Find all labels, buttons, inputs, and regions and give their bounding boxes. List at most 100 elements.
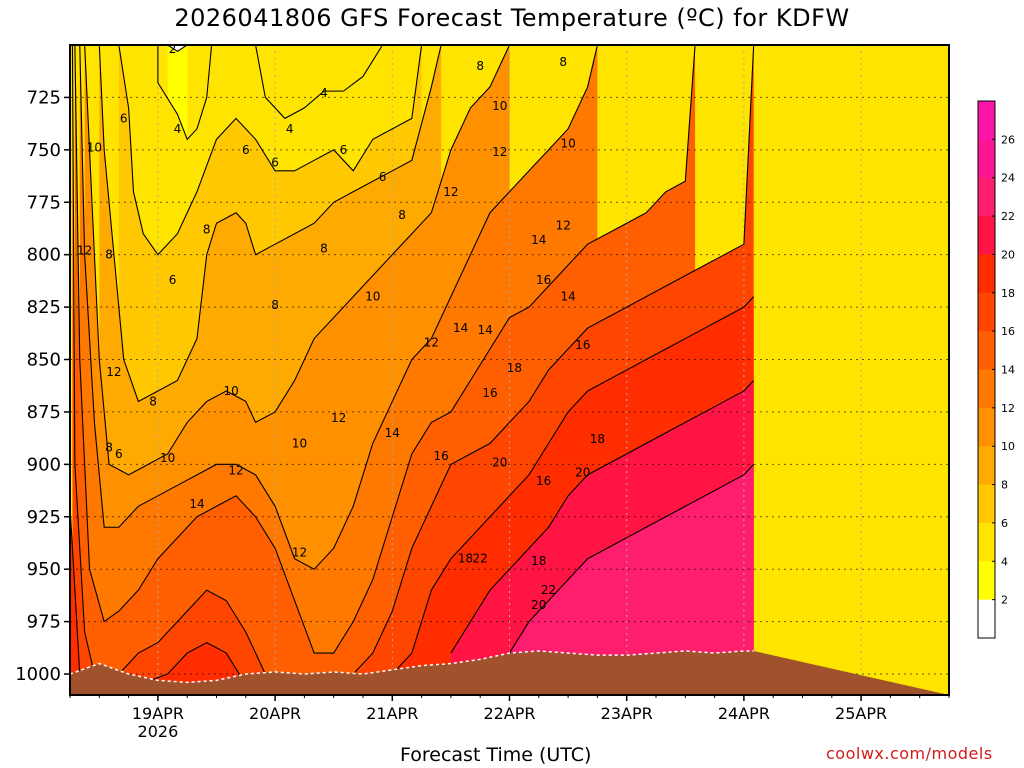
- ground-surface: [70, 650, 949, 695]
- y-tick-label: 975: [27, 612, 61, 633]
- colorbar-tick-label: 4: [1001, 555, 1008, 568]
- y-tick-label: 725: [27, 87, 61, 108]
- y-tick-label: 800: [27, 245, 61, 266]
- contour-6: [118, 45, 423, 256]
- contour-4: [157, 45, 213, 141]
- contour-label: 10: [560, 137, 575, 151]
- contour-label: 2: [169, 42, 177, 56]
- contour-10: [84, 45, 510, 476]
- temperature-fill-bands: [70, 45, 949, 695]
- x-axis-label: Forecast Time (UTC): [400, 744, 592, 766]
- contour-label: 14: [453, 321, 468, 335]
- colorbar-tick-label: 12: [1001, 402, 1015, 415]
- y-tick-label: 825: [27, 297, 61, 318]
- contour-label: 4: [286, 122, 294, 136]
- contour-label: 14: [560, 290, 575, 304]
- colorbar-swatch: [978, 599, 995, 639]
- colorbar-swatch: [978, 101, 995, 140]
- contour-label: 8: [105, 441, 113, 455]
- axes: 725 750 775 800 825 850 875 900 925 950 975 1000 19A…: [15, 44, 950, 741]
- colorbar-swatch: [978, 446, 995, 486]
- colorbar-swatch: [978, 292, 995, 332]
- contour-label: 12: [77, 243, 92, 257]
- contour-label: 12: [424, 336, 439, 350]
- contour-label: 6: [120, 111, 128, 125]
- colorbar-swatch: [978, 177, 995, 217]
- colorbar-swatch: [978, 216, 995, 255]
- colorbar-swatch: [978, 331, 995, 370]
- x-tick-label: 24APR: [718, 704, 770, 723]
- credit-text: coolwx.com/models: [826, 744, 993, 763]
- colorbar-swatch: [978, 139, 995, 179]
- colorbar-tick-label: 24: [1001, 172, 1015, 185]
- contour-label: 16: [482, 386, 497, 400]
- contour-label: 10: [224, 384, 239, 398]
- contour-label: 8: [203, 223, 211, 237]
- colorbar-swatch: [978, 254, 995, 294]
- contour-label: 8: [559, 55, 567, 69]
- contour-label: 12: [556, 218, 571, 232]
- contour-2: [167, 45, 188, 52]
- colorbar-swatch: [978, 407, 995, 447]
- y-tick-label: 1000: [15, 664, 61, 685]
- contour-20: [450, 380, 755, 654]
- contour-label: 10: [160, 451, 175, 465]
- contour-label: 20: [575, 466, 590, 480]
- contour-label: 18: [531, 554, 546, 568]
- contour-label: 6: [379, 170, 387, 184]
- y-tick-label: 750: [27, 140, 61, 161]
- x-tick-label: 22APR: [483, 704, 535, 723]
- x-tick-label: 20APR: [249, 704, 301, 723]
- contour-label: 18: [507, 361, 522, 375]
- colorbar-tick-label: 20: [1001, 248, 1015, 261]
- contour-14: [74, 45, 696, 654]
- contour-label: 6: [169, 273, 177, 287]
- contour-label: 12: [292, 545, 307, 559]
- contour-label: 4: [174, 122, 182, 136]
- contour-label: 4: [320, 86, 328, 100]
- x-tick-label: 19APR: [132, 704, 184, 723]
- contour-label: 10: [365, 290, 380, 304]
- x-tick-sublabel: 2026: [138, 722, 179, 741]
- contour-label: 12: [106, 365, 121, 379]
- colorbar-tick-label: 16: [1001, 325, 1015, 338]
- colorbar-swatch: [978, 369, 995, 409]
- y-tick-label: 775: [27, 192, 61, 213]
- contour-label: 6: [115, 447, 123, 461]
- ground-fill: [70, 650, 949, 695]
- contour-label: 14: [385, 426, 400, 440]
- contour-label: 6: [242, 143, 250, 157]
- contour-label: 14: [477, 323, 492, 337]
- colorbar-tick-label: 22: [1001, 210, 1015, 223]
- contour-lines: [70, 45, 755, 686]
- contour-label: 12: [228, 464, 243, 478]
- contour-label: 12: [443, 185, 458, 199]
- contour-label: 18: [458, 552, 473, 566]
- contour-label: 10: [87, 141, 102, 155]
- contour-label: 16: [575, 338, 590, 352]
- contour-label: 8: [149, 394, 157, 408]
- contour-label: 8: [271, 298, 279, 312]
- x-tick-label: 21APR: [366, 704, 418, 723]
- y-tick-label: 925: [27, 507, 61, 528]
- ground-edge: [70, 650, 754, 684]
- contour-label: 12: [492, 145, 507, 159]
- contour-label: 10: [492, 99, 507, 113]
- chart-title: 2026041806 GFS Forecast Temperature (ºC)…: [174, 4, 850, 32]
- contour-label: 8: [105, 248, 113, 262]
- contour-8: [98, 45, 442, 403]
- colorbar-tick-label: 26: [1001, 133, 1015, 146]
- contour-18: [70, 296, 755, 686]
- x-tick-label: 23APR: [601, 704, 653, 723]
- contour-22: [509, 463, 755, 654]
- contour-label: 22: [541, 583, 556, 597]
- contour-16: [71, 45, 755, 686]
- contour-label: 6: [340, 143, 348, 157]
- colorbar-swatch: [978, 522, 995, 562]
- contour-label: 14: [531, 233, 546, 247]
- colorbar-tick-label: 14: [1001, 364, 1015, 377]
- contour-label: 10: [292, 436, 307, 450]
- colorbar-swatch: [978, 561, 995, 601]
